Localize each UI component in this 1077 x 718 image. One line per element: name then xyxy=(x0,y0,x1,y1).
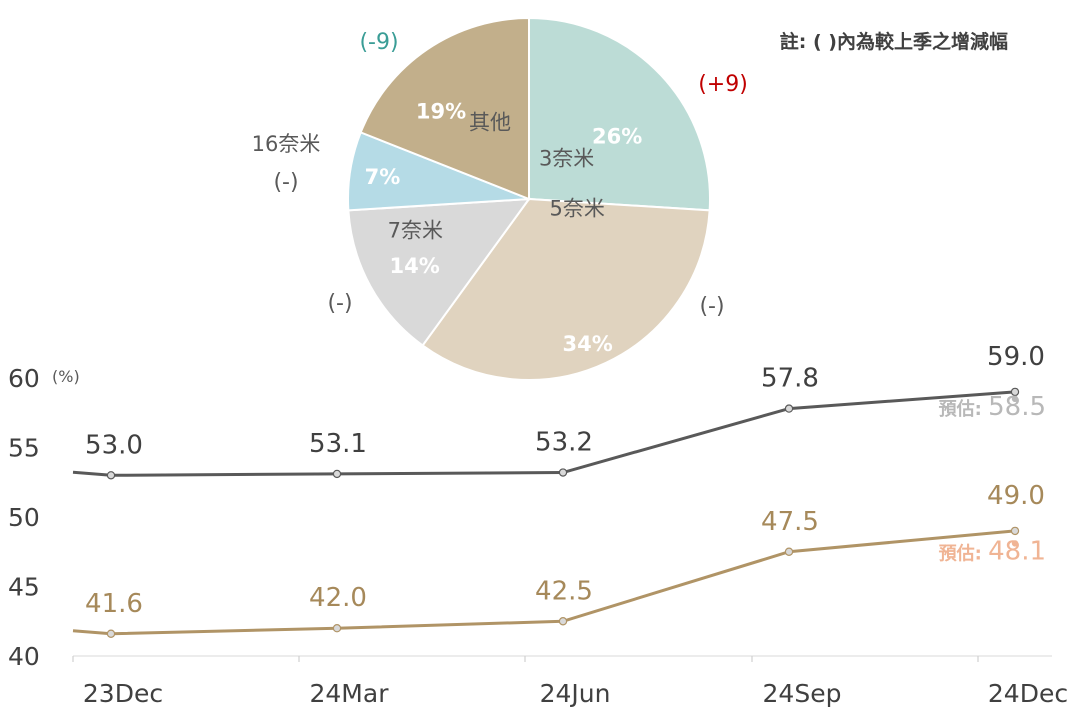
series-point xyxy=(332,469,342,479)
series-line xyxy=(72,390,1016,477)
data-value-label: 53.1 xyxy=(309,429,367,459)
y-tick-label: 40 xyxy=(8,642,40,671)
estimate-label: 預估: 58.5 xyxy=(939,392,1046,422)
estimate-prefix: 預估: xyxy=(939,398,988,420)
series-point xyxy=(784,404,794,413)
series-point xyxy=(106,471,116,480)
pie-category-label: 16奈米 xyxy=(252,132,321,156)
data-value-label: 59.0 xyxy=(987,342,1045,372)
y-tick-label: 60 xyxy=(8,364,40,393)
pie-change-label: (-) xyxy=(699,294,724,319)
pie-category-label: 5奈米 xyxy=(549,196,604,220)
data-value-label: 49.0 xyxy=(987,481,1045,511)
estimate-value: 48.1 xyxy=(988,536,1046,566)
pie-pct-label: 26% xyxy=(592,125,642,149)
x-tick-label: 23Dec xyxy=(83,679,163,708)
series-point xyxy=(1010,387,1020,397)
y-tick-label: 55 xyxy=(8,434,40,463)
line-series-1: 53.0 53.1 53.2 57.8 59.0 預估: 58.5 xyxy=(72,342,1046,480)
pie-pct-label: 34% xyxy=(563,332,613,356)
series-point xyxy=(106,629,116,638)
series-point xyxy=(558,617,568,626)
pie-category-label: 3奈米 xyxy=(539,146,594,170)
line-series-2: 41.6 42.0 42.5 47.5 49.0 預估: 48.1 xyxy=(72,481,1046,638)
data-value-label: 53.2 xyxy=(535,428,593,458)
x-tick-label: 24Dec xyxy=(988,679,1068,708)
data-value-label: 47.5 xyxy=(761,507,819,537)
pie-change-label: (-) xyxy=(327,291,352,316)
pie-change-label: (-) xyxy=(273,170,298,195)
series-point xyxy=(332,624,342,633)
pie-slice-3nm xyxy=(528,16,711,212)
y-tick-label: 50 xyxy=(8,503,40,532)
estimate-label: 預估: 48.1 xyxy=(939,536,1046,566)
series-point xyxy=(784,547,794,556)
data-value-label: 41.6 xyxy=(85,589,143,619)
pie-slice-5nm xyxy=(421,197,711,381)
x-tick-label: 24Jun xyxy=(540,679,611,708)
data-value-label: 42.0 xyxy=(309,583,367,613)
data-value-label: 53.0 xyxy=(85,430,143,460)
y-axis-unit-label: (%) xyxy=(52,367,80,386)
series-point xyxy=(1010,526,1020,536)
y-tick-label: 45 xyxy=(8,573,40,602)
pie-slice-其他 xyxy=(359,16,530,201)
pie-pct-label: 7% xyxy=(365,165,401,189)
pie-pct-label: 14% xyxy=(390,254,440,278)
series-line xyxy=(72,529,1016,636)
pie-category-label: 7奈米 xyxy=(388,218,443,242)
pie-pct-label: 19% xyxy=(416,99,466,123)
pie-slice-7nm xyxy=(347,197,532,347)
estimate-value: 58.5 xyxy=(988,392,1046,422)
estimate-point xyxy=(1011,540,1019,547)
pie-change-label: (+9) xyxy=(698,72,748,97)
series-point xyxy=(558,468,568,477)
pie-chart: 26%3奈米 (+9) 34% 5奈米 (-) 14% 7奈米 (-) 7% 16奈米 (-) 19%… xyxy=(252,16,748,381)
estimate-point xyxy=(1011,395,1019,403)
x-tick-label: 24Sep xyxy=(763,679,842,708)
pie-category-label: 其他 xyxy=(469,110,511,134)
data-value-label: 42.5 xyxy=(535,576,593,606)
x-tick-label: 24Mar xyxy=(310,679,390,708)
chart-note: 註: ( )內為較上季之增減幅 xyxy=(780,30,1008,53)
data-value-label: 57.8 xyxy=(761,364,819,394)
pie-change-label: (-9) xyxy=(359,30,398,55)
estimate-prefix: 預估: xyxy=(939,542,988,564)
